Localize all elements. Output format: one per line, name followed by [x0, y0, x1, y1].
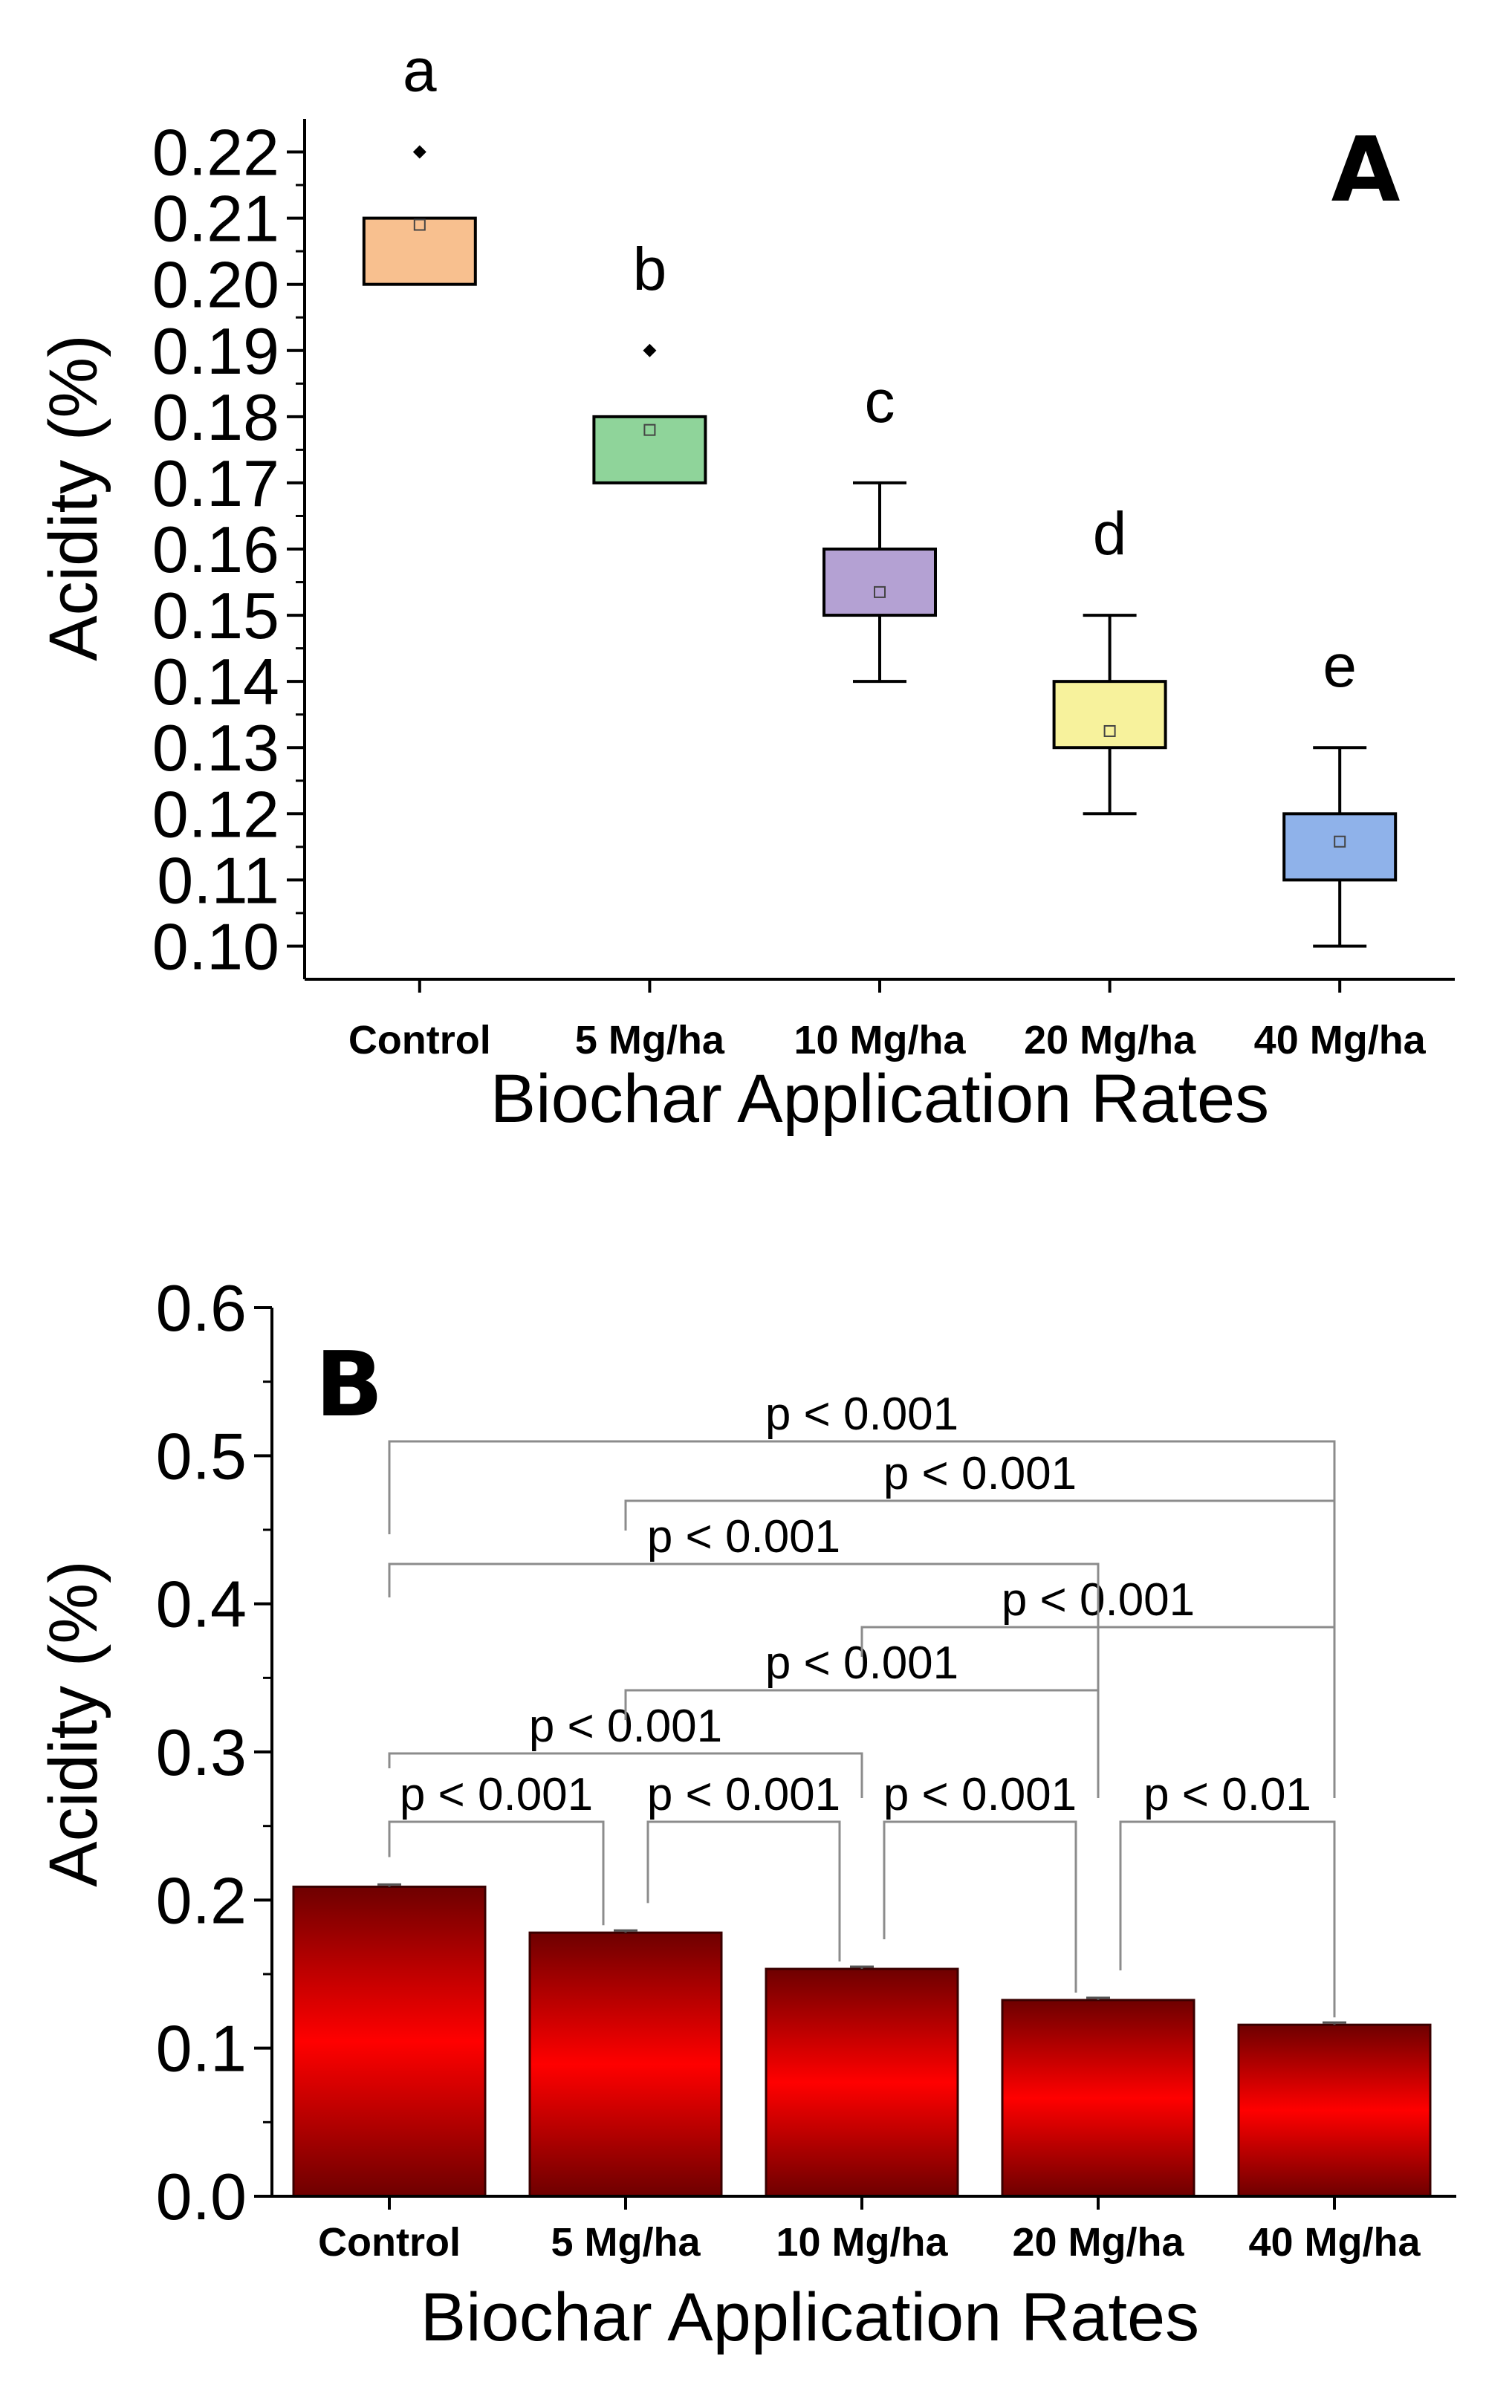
- panel-a-boxes: a b c d e: [362, 37, 1398, 948]
- bar-rect: [292, 1885, 487, 2198]
- x-tick-label: 40 Mg/ha: [1254, 1018, 1427, 1062]
- panel-a-x-axis-title: Biochar Application Rates: [490, 1061, 1269, 1137]
- mean-marker: [643, 423, 656, 436]
- mean-marker: [413, 218, 426, 231]
- significance-letter: a: [403, 37, 437, 105]
- mean-marker: [1334, 835, 1346, 848]
- bar-1: [528, 1929, 723, 2198]
- y-tick-label: 0.10: [152, 909, 279, 983]
- significance-letter: e: [1323, 632, 1357, 700]
- comparison-bracket: p < 0.001: [646, 1769, 841, 1962]
- bracket-line: [883, 1820, 1077, 1993]
- bracket-line: [388, 1820, 605, 1926]
- x-tick-label: 20 Mg/ha: [1012, 2220, 1184, 2265]
- y-tick-label: 0.5: [156, 1419, 247, 1493]
- significance-letter: d: [1093, 500, 1127, 568]
- significance-letter: c: [865, 368, 895, 435]
- bar-2: [765, 1965, 959, 2198]
- bracket-line: [646, 1820, 841, 1962]
- p-value-label: p < 0.001: [647, 1769, 840, 1820]
- comparison-bracket: p < 0.001: [388, 1769, 605, 1926]
- p-value-label: p < 0.001: [647, 1511, 840, 1562]
- p-value-label: p < 0.01: [1143, 1769, 1311, 1820]
- x-tick-label: Control: [348, 1018, 491, 1062]
- comparison-bracket: p < 0.001: [883, 1769, 1077, 1993]
- box-iqr: [592, 415, 707, 484]
- panel-a-label: A: [1331, 119, 1401, 222]
- y-tick-label: 0.15: [152, 579, 279, 652]
- panel-b-bars: [292, 1883, 1432, 2198]
- bar-4: [1237, 2021, 1432, 2198]
- outlier-marker: [412, 145, 426, 159]
- p-value-label: p < 0.001: [883, 1448, 1077, 1499]
- box-1: b: [592, 236, 707, 484]
- panel-b-x-ticks: Control 5 Mg/ha 10 Mg/ha 20 Mg/ha 40 Mg/ha: [318, 2196, 1421, 2265]
- panel-b-significance-brackets: p < 0.001 p < 0.001 p < 0.001 p < 0.01 p < 0…: [388, 1389, 1336, 2018]
- box-2: c: [822, 368, 937, 684]
- bracket-line: [388, 1440, 1336, 1620]
- y-tick-label: 0.17: [152, 447, 279, 520]
- y-tick-label: 0.19: [152, 314, 279, 388]
- bar-0: [292, 1883, 487, 2198]
- y-tick-label: 0.12: [152, 777, 279, 851]
- bracket-line: [388, 1752, 863, 1798]
- bracket-line: [388, 1562, 1100, 1783]
- bar-rect: [528, 1931, 723, 2198]
- y-tick-label: 0.16: [152, 513, 279, 586]
- x-tick-label: 5 Mg/ha: [551, 2220, 701, 2265]
- panel-a-y-ticks: 0.100.110.120.130.140.150.160.170.180.19…: [152, 116, 305, 983]
- bar-3: [1001, 1996, 1195, 2198]
- comparison-bracket: p < 0.01: [1119, 1769, 1336, 2018]
- mean-marker: [1103, 724, 1116, 737]
- box-iqr: [362, 216, 477, 286]
- panel-b-y-ticks: 0.0 0.1 0.2 0.3 0.4 0.5 0.6: [156, 1271, 272, 2233]
- mean-marker: [874, 585, 886, 598]
- bar-rect: [1001, 1999, 1195, 2198]
- panel-a-box-chart: 0.100.110.120.130.140.150.160.170.180.19…: [36, 37, 1455, 1137]
- y-tick-label: 0.2: [156, 1863, 247, 1937]
- bar-rect: [765, 1967, 959, 2198]
- x-tick-label: 20 Mg/ha: [1024, 1018, 1196, 1062]
- y-tick-label: 0.1: [156, 2012, 247, 2086]
- x-tick-label: 10 Mg/ha: [776, 2220, 948, 2265]
- bracket-line: [1119, 1820, 1336, 2018]
- x-tick-label: 5 Mg/ha: [575, 1018, 725, 1062]
- box-iqr: [1282, 812, 1398, 882]
- significance-letter: b: [633, 236, 667, 303]
- panel-a-y-axis-title: Acidity (%): [36, 334, 111, 661]
- box-0: a: [362, 37, 477, 286]
- panel-b-label: B: [315, 1334, 383, 1437]
- x-tick-label: 40 Mg/ha: [1248, 2220, 1421, 2265]
- p-value-label: p < 0.001: [765, 1389, 958, 1440]
- y-tick-label: 0.21: [152, 182, 279, 256]
- y-tick-label: 0.18: [152, 380, 279, 454]
- comparison-bracket: p < 0.001: [388, 1511, 1100, 1783]
- panel-b-bar-chart: 0.00.10.20.30.40.50.6 p < 0.001 p < 0.001…: [36, 1271, 1456, 2355]
- y-tick-label: 0.14: [152, 645, 279, 718]
- y-tick-label: 0.22: [152, 116, 279, 189]
- box-iqr: [822, 548, 937, 617]
- outlier-marker: [643, 343, 657, 357]
- bar-rect: [1237, 2023, 1432, 2198]
- comparison-bracket: p < 0.001: [388, 1389, 1336, 1620]
- box-3: d: [1052, 500, 1167, 816]
- y-tick-label: 0.4: [156, 1568, 247, 1641]
- box-4: e: [1282, 632, 1398, 948]
- y-tick-label: 0.13: [152, 711, 279, 785]
- panel-b-x-axis-title: Biochar Application Rates: [421, 2279, 1199, 2355]
- y-tick-label: 0.20: [152, 248, 279, 322]
- panel-a-x-ticks: Control 5 Mg/ha 10 Mg/ha 20 Mg/ha 40 Mg/ha: [348, 979, 1427, 1062]
- y-tick-label: 0.3: [156, 1716, 247, 1789]
- box-iqr: [1052, 680, 1167, 750]
- y-tick-label: 0.6: [156, 1271, 247, 1345]
- x-tick-label: Control: [318, 2220, 461, 2265]
- p-value-label: p < 0.001: [883, 1769, 1077, 1820]
- p-value-label: p < 0.001: [400, 1769, 593, 1820]
- y-tick-label: 0.11: [157, 843, 279, 917]
- x-tick-label: 10 Mg/ha: [794, 1018, 966, 1062]
- y-tick-label: 0.0: [156, 2160, 247, 2233]
- panel-b-y-axis-title: Acidity (%): [36, 1560, 111, 1887]
